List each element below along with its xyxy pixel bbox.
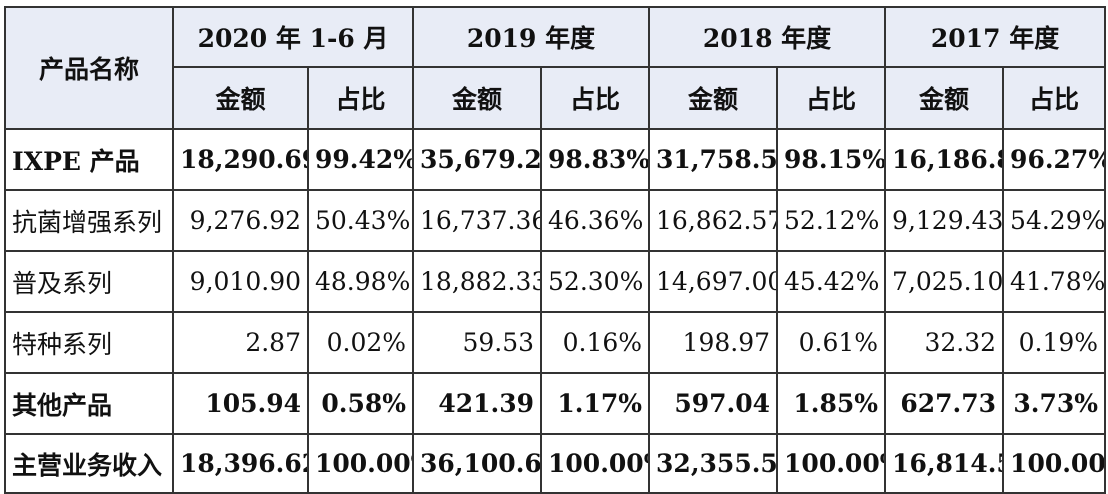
amount-cell: 32,355.58	[648, 433, 779, 494]
table-row: 普及系列 9,010.90 48.98% 18,882.33 52.30% 14,697.…	[4, 250, 1107, 313]
ratio-cell: 100.00%	[306, 433, 415, 494]
ratio-cell: 52.12%	[776, 189, 887, 252]
ratio-cell: 98.15%	[776, 128, 887, 191]
header-row-periods: 产品名称 2020 年 1-6 月 2019 年度 2018 年度 2017 年…	[4, 6, 1107, 130]
ratio-cell: 1.17%	[540, 372, 651, 435]
amount-cell: 2.87	[172, 311, 309, 374]
ratio-cell: 0.19%	[1002, 311, 1107, 374]
table-row: 特种系列 2.87 0.02% 59.53 0.16% 198.97 0.61% 32.32 0…	[4, 311, 1107, 374]
amount-cell: 7,025.10	[884, 250, 1005, 313]
ratio-cell: 98.83%	[540, 128, 651, 191]
ratio-cell: 41.78%	[1002, 250, 1107, 313]
header-period-2019: 2019 年度	[412, 6, 651, 68]
amount-cell: 198.97	[648, 311, 779, 374]
amount-cell: 105.94	[172, 372, 309, 435]
header-ratio: 占比	[306, 66, 415, 130]
header-ratio: 占比	[540, 66, 651, 130]
amount-cell: 597.04	[648, 372, 779, 435]
header-row-metrics: 金额 占比 金额 占比 金额 占比 金额 占比	[5, 66, 1107, 130]
row-label: 普及系列	[4, 250, 174, 313]
ratio-cell: 52.30%	[540, 250, 651, 313]
row-label: IXPE 产品	[4, 128, 174, 191]
ratio-cell: 46.36%	[540, 189, 651, 252]
ratio-cell: 0.02%	[306, 311, 415, 374]
ratio-cell: 96.27%	[1002, 128, 1107, 191]
amount-cell: 627.73	[884, 372, 1005, 435]
table-row: IXPE 产品18,290.6999.42%35,679.2298.83%31,…	[4, 128, 1107, 191]
header-ratio: 占比	[1002, 66, 1107, 130]
ratio-cell: 3.73%	[1002, 372, 1107, 435]
amount-cell: 18,396.62	[172, 433, 309, 494]
ratio-cell: 99.42%	[306, 128, 415, 191]
amount-cell: 9,010.90	[172, 250, 309, 313]
header-ratio: 占比	[776, 66, 887, 130]
ratio-cell: 50.43%	[306, 189, 415, 252]
table-row: 抗菌增强系列 9,276.92 50.43% 16,737.36 46.36% 16,86…	[4, 189, 1107, 252]
header-period-2020h1: 2020 年 1-6 月	[171, 6, 415, 68]
ratio-cell: 100.00%	[1002, 433, 1107, 494]
header-product-name: 产品名称	[4, 6, 174, 130]
amount-cell: 16,186.85	[884, 128, 1005, 191]
amount-cell: 14,697.00	[648, 250, 779, 313]
row-label: 抗菌增强系列	[4, 189, 174, 252]
ratio-cell: 0.16%	[540, 311, 651, 374]
header-period-2018: 2018 年度	[648, 6, 887, 68]
amount-cell: 36,100.61	[412, 433, 543, 494]
amount-cell: 9,129.43	[884, 189, 1005, 252]
ratio-cell: 54.29%	[1002, 189, 1107, 252]
amount-cell: 9,276.92	[172, 189, 309, 252]
header-period-2017: 2017 年度	[884, 6, 1107, 68]
amount-cell: 32.32	[884, 311, 1005, 374]
header-amount: 金额	[172, 66, 309, 130]
ratio-cell: 100.00%	[776, 433, 887, 494]
amount-cell: 31,758.54	[648, 128, 779, 191]
amount-cell: 16,862.57	[648, 189, 779, 252]
table-row: 其他产品 105.94 0.58% 421.39 1.17% 597.04 1.85% 627…	[4, 372, 1107, 435]
ratio-cell: 0.61%	[776, 311, 887, 374]
ratio-cell: 45.42%	[776, 250, 887, 313]
amount-cell: 59.53	[412, 311, 543, 374]
ratio-cell: 48.98%	[306, 250, 415, 313]
revenue-table: 产品名称 2020 年 1-6 月 2019 年度 2018 年度 2017 年…	[4, 6, 1107, 494]
ratio-cell: 1.85%	[776, 372, 887, 435]
amount-cell: 18,882.33	[412, 250, 543, 313]
header-amount: 金额	[412, 66, 543, 130]
amount-cell: 35,679.22	[412, 128, 543, 191]
amount-cell: 16,814.58	[884, 433, 1005, 494]
row-label: 其他产品	[4, 372, 174, 435]
table-row: 主营业务收入18,396.62100.00%36,100.61100.00%32…	[4, 433, 1107, 494]
row-label: 特种系列	[4, 311, 174, 374]
amount-cell: 16,737.36	[412, 189, 543, 252]
row-label: 主营业务收入	[4, 433, 174, 494]
header-amount: 金额	[648, 66, 779, 130]
ratio-cell: 0.58%	[306, 372, 415, 435]
amount-cell: 421.39	[412, 372, 543, 435]
amount-cell: 18,290.69	[172, 128, 309, 191]
ratio-cell: 100.00%	[540, 433, 651, 494]
header-amount: 金额	[884, 66, 1005, 130]
